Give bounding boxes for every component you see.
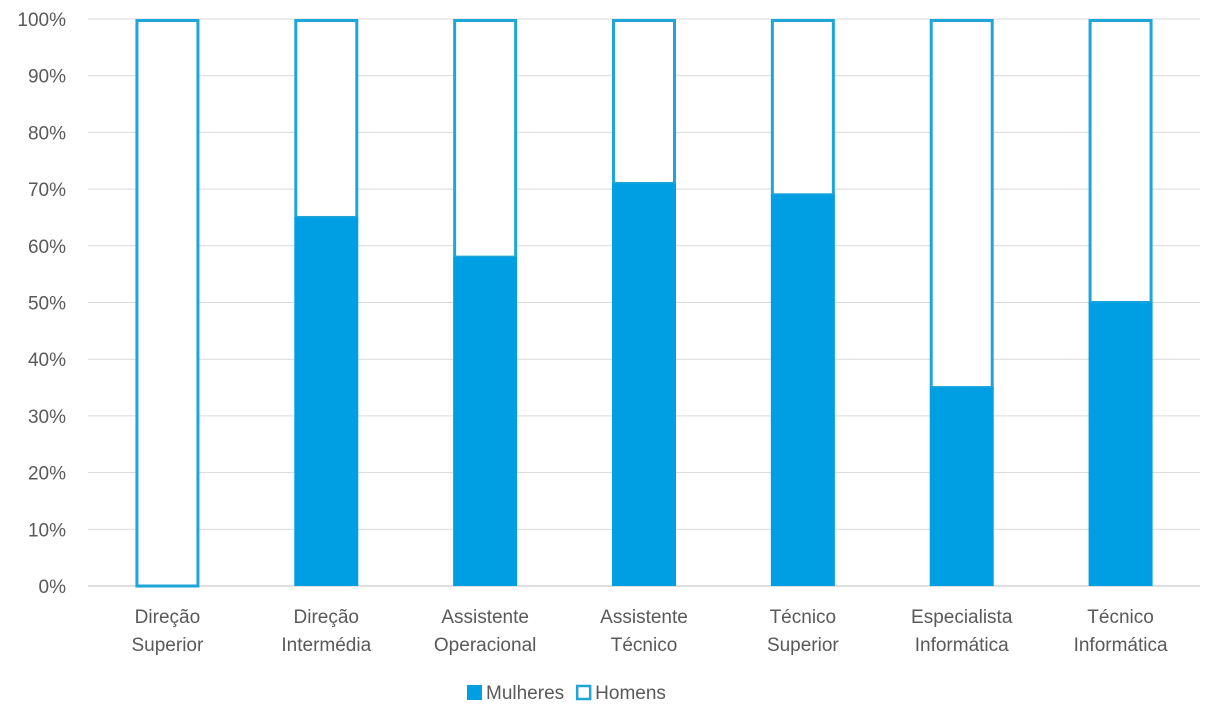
bar-homens [612, 19, 676, 185]
y-tick-label: 80% [28, 123, 66, 144]
bar-homens [135, 19, 200, 588]
legend-swatch-mulheres [467, 685, 482, 700]
bar-homens [453, 19, 518, 259]
x-category-label: Técnico [770, 607, 837, 628]
bar-homens [929, 19, 994, 390]
bar-mulheres [294, 217, 359, 586]
x-category-label: Direção [135, 607, 200, 628]
x-category-label: Operacional [434, 635, 536, 656]
legend-label-homens: Homens [595, 683, 666, 704]
y-tick-label: 10% [28, 520, 66, 541]
bar-homens [770, 19, 835, 197]
x-category-label: Superior [132, 635, 204, 656]
legend: Mulheres Homens [467, 683, 666, 704]
x-category-label: Técnico [1087, 607, 1154, 628]
y-tick-label: 100% [17, 10, 66, 31]
bar-mulheres [1088, 302, 1153, 586]
x-axis-labels: Direção Superior Direção Intermédia Assisten… [132, 607, 1168, 656]
y-tick-label: 30% [28, 407, 66, 428]
y-tick-label: 90% [28, 67, 66, 88]
bar-homens [1088, 19, 1153, 304]
y-tick-label: 20% [28, 464, 66, 485]
bar-mulheres [453, 257, 518, 586]
y-tick-label: 40% [28, 350, 66, 371]
bar-mulheres [929, 387, 994, 586]
x-category-label: Intermédia [281, 635, 371, 656]
y-tick-label: 70% [28, 180, 66, 201]
x-category-label: Técnico [611, 635, 678, 656]
y-tick-label: 0% [39, 577, 67, 598]
legend-label-mulheres: Mulheres [486, 683, 564, 704]
bar-mulheres [612, 183, 676, 586]
x-category-label: Especialista [911, 607, 1013, 628]
legend-swatch-homens [575, 684, 592, 701]
bars [135, 19, 1153, 588]
x-category-label: Assistente [600, 607, 688, 628]
x-category-label: Informática [915, 635, 1009, 656]
x-category-label: Direção [294, 607, 359, 628]
y-tick-label: 60% [28, 237, 66, 258]
x-category-label: Informática [1074, 635, 1168, 656]
y-axis-ticks: 0% 10% 20% 30% 40% 50% 60% 70% 80% 90% 100% [17, 10, 66, 598]
bar-mulheres [770, 194, 835, 586]
x-category-label: Superior [767, 635, 839, 656]
bar-homens [294, 19, 359, 219]
x-category-label: Assistente [441, 607, 529, 628]
y-tick-label: 50% [28, 294, 66, 315]
